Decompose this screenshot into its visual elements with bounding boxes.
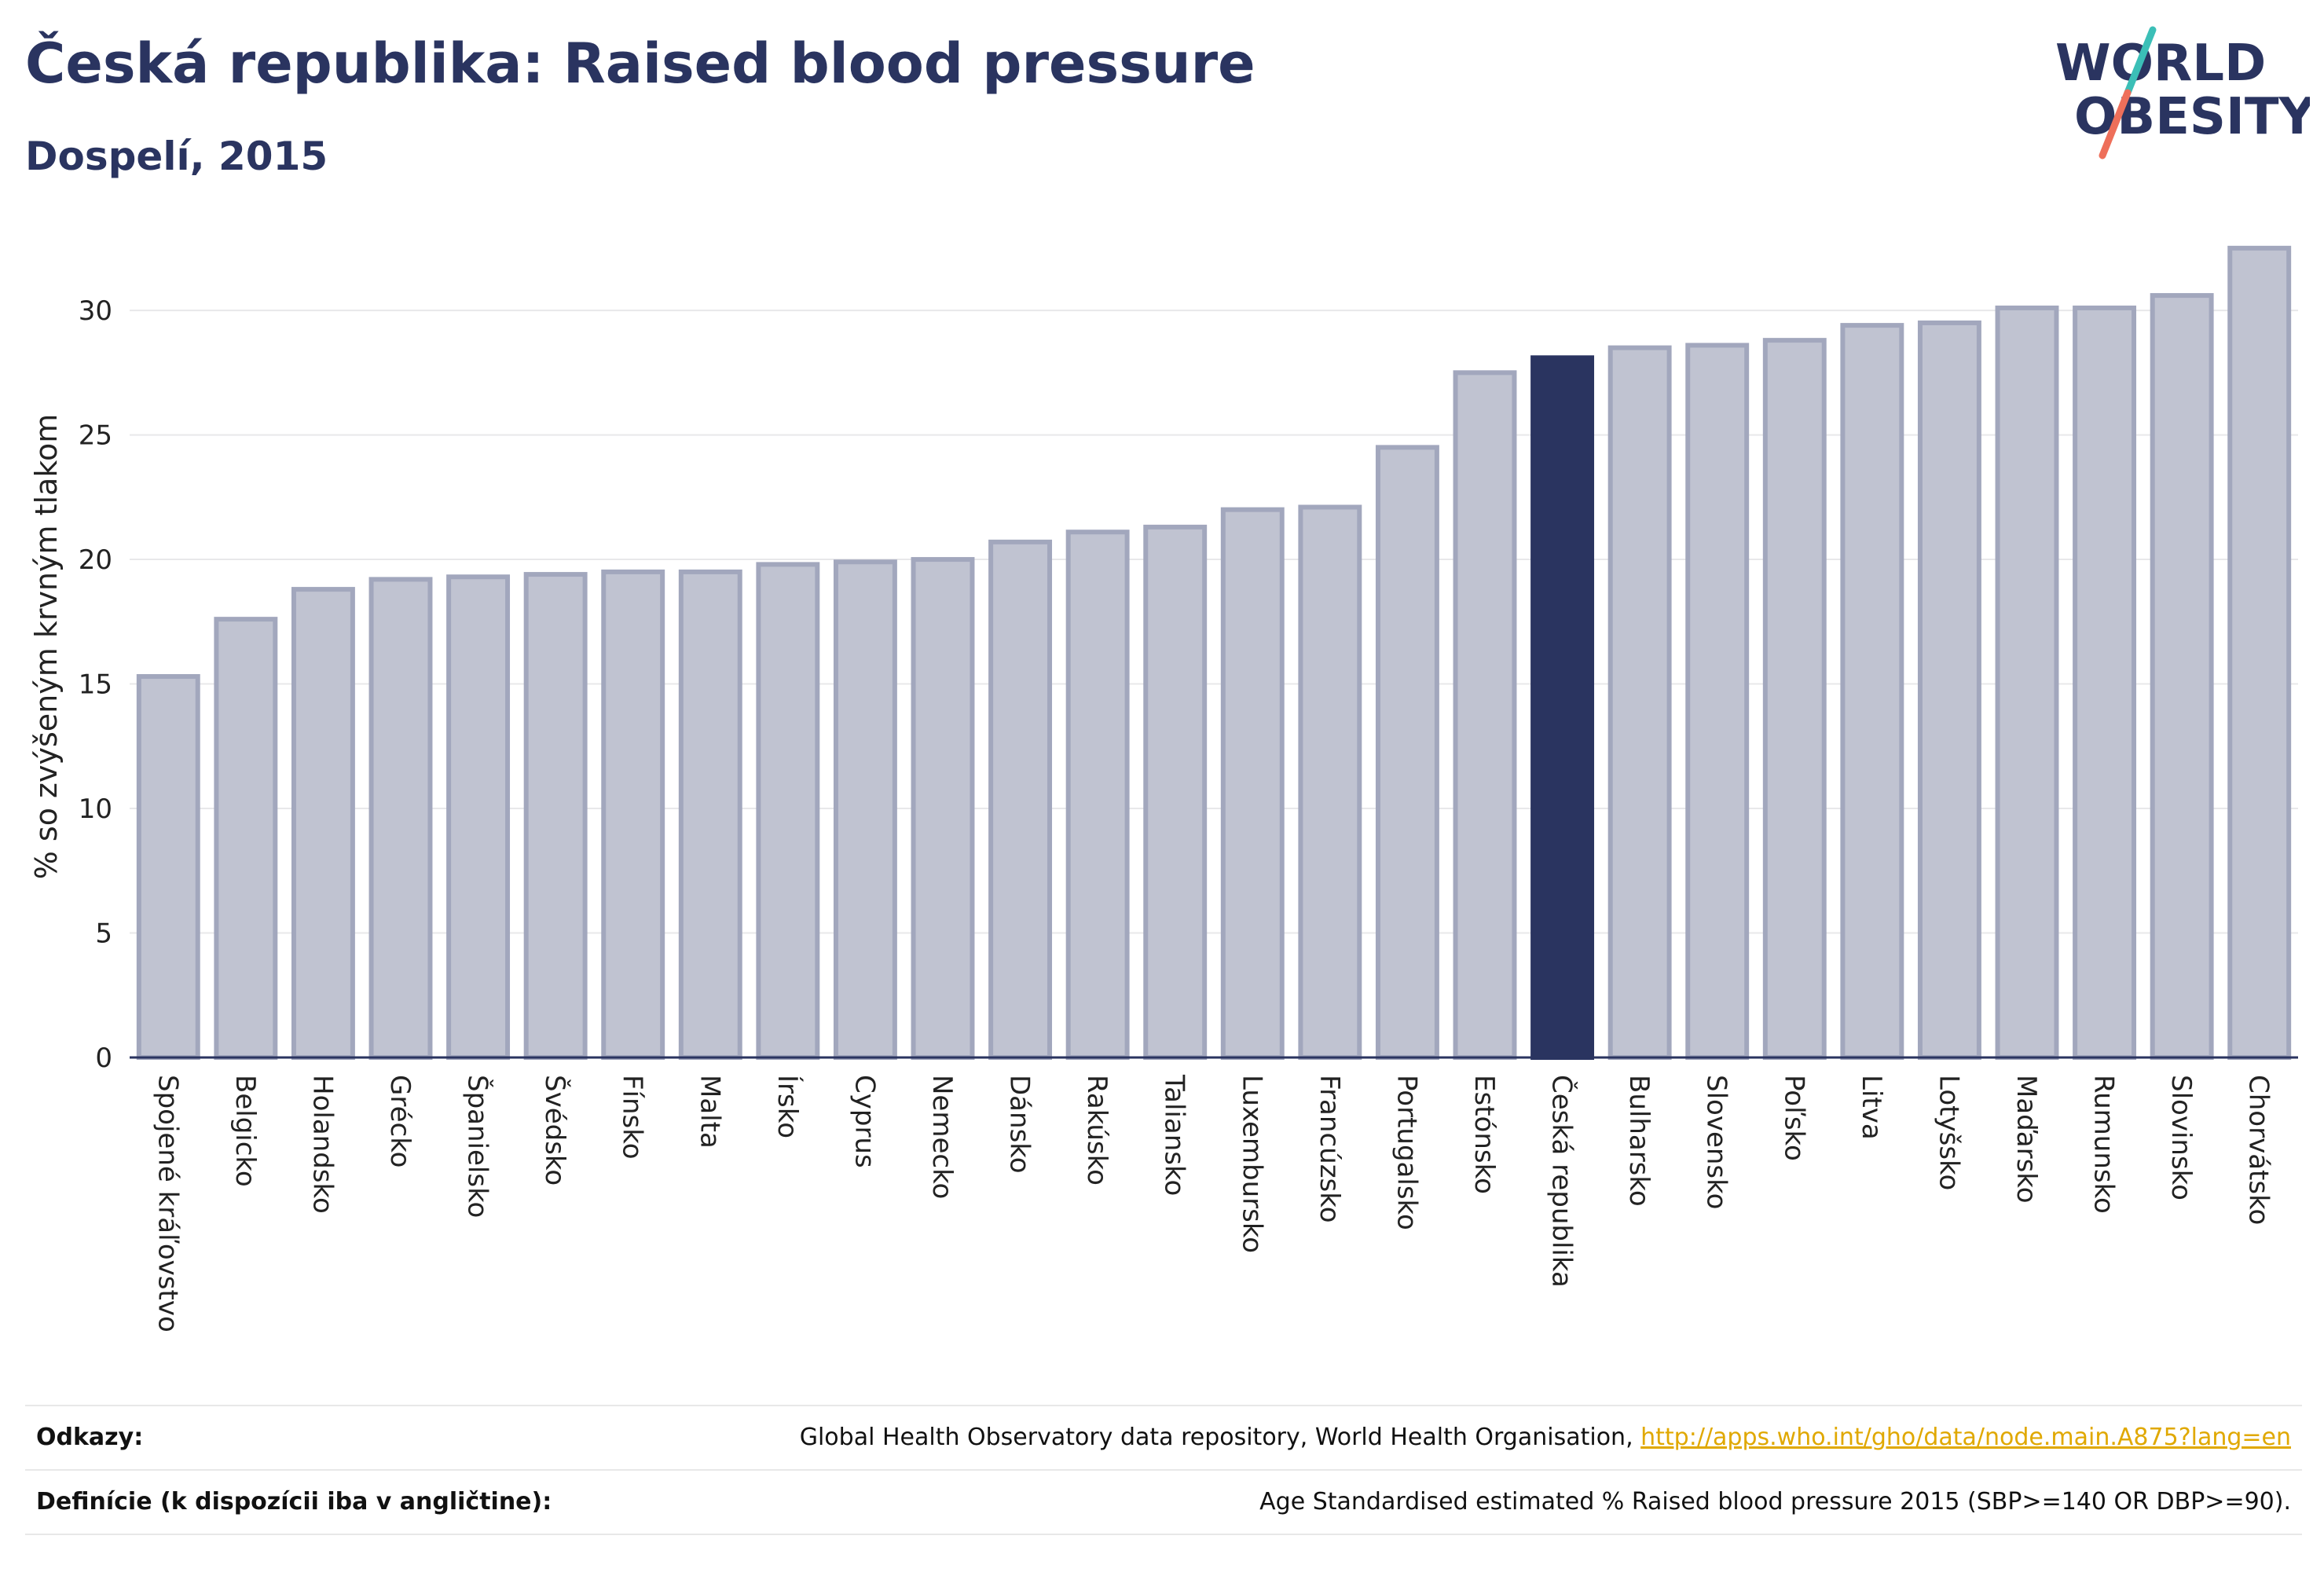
bar — [1685, 343, 1750, 1060]
x-tick-label: Chorvátsko — [2243, 1075, 2275, 1225]
bar — [214, 617, 278, 1060]
bar — [1453, 370, 1517, 1061]
x-tick-label: Slovinsko — [2165, 1075, 2197, 1200]
bar — [756, 562, 820, 1060]
x-tick-label: Maďarsko — [2011, 1075, 2042, 1204]
x-tick-label: Česká republika — [1546, 1075, 1578, 1288]
sources-label: Odkazy: — [36, 1424, 144, 1451]
y-axis-ticks: 0 5 10 15 20 25 30 — [79, 295, 112, 1074]
bar — [446, 574, 511, 1060]
bar — [368, 577, 433, 1060]
y-tick-label: 5 — [95, 918, 112, 950]
y-tick-label: 10 — [79, 793, 112, 825]
x-tick-label: Spojené kráľovstvo — [152, 1075, 183, 1332]
x-tick-label: Írsko — [772, 1075, 804, 1138]
x-tick-label: Holandsko — [306, 1075, 338, 1214]
x-axis-ticks: Spojené kráľovstvo Belgicko Holandsko Gréck… — [152, 1074, 2274, 1332]
bar — [523, 572, 588, 1060]
bars-layer — [136, 245, 2292, 1061]
bar — [1762, 338, 1827, 1060]
world-obesity-logo: WORLD OBESITY — [2055, 26, 2310, 159]
bar — [2227, 245, 2292, 1060]
y-tick-label: 15 — [79, 669, 112, 701]
x-tick-label: Malta — [694, 1075, 725, 1149]
x-tick-label: Poľsko — [1778, 1075, 1809, 1161]
chart-title: Česká republika: Raised blood pressure — [25, 31, 1255, 96]
bar — [2150, 293, 2214, 1060]
y-tick-label: 20 — [79, 544, 112, 576]
bar — [136, 674, 200, 1060]
x-tick-label: Fínsko — [617, 1075, 648, 1160]
bar — [291, 587, 355, 1060]
x-tick-label: Estónsko — [1468, 1075, 1500, 1194]
x-tick-label: Rakúsko — [1081, 1075, 1113, 1186]
definitions-label: Definície (k dispozícii iba v angličtine… — [36, 1488, 552, 1516]
x-tick-label: Lotyšsko — [1933, 1075, 1964, 1190]
x-tick-label: Rumunsko — [2088, 1075, 2120, 1214]
x-tick-label: Grécko — [384, 1075, 416, 1167]
bar — [1298, 504, 1362, 1060]
bar — [2073, 305, 2137, 1060]
definitions-row: Definície (k dispozícii iba v angličtine… — [25, 1469, 2302, 1535]
bar — [833, 559, 897, 1060]
x-tick-label: Belgicko — [229, 1075, 261, 1187]
y-tick-label: 30 — [79, 295, 112, 327]
bar-highlighted — [1530, 355, 1595, 1061]
y-tick-label: 0 — [95, 1043, 112, 1074]
sources-value: Global Health Observatory data repositor… — [800, 1424, 2291, 1451]
definitions-value: Age Standardised estimated % Raised bloo… — [1259, 1488, 2291, 1516]
x-tick-label: Francúzsko — [1314, 1075, 1345, 1223]
bar — [1375, 445, 1439, 1060]
sources-link[interactable]: http://apps.who.int/gho/data/node.main.A… — [1640, 1424, 2291, 1451]
bar — [988, 539, 1053, 1060]
x-tick-label: Litva — [1856, 1075, 1887, 1140]
chart-subtitle: Dospelí, 2015 — [25, 134, 328, 179]
bar — [911, 557, 975, 1060]
sources-text: Global Health Observatory data repositor… — [799, 1424, 1641, 1451]
x-tick-label: Cyprus — [849, 1075, 880, 1168]
y-axis-label: % so zvýšeným krvným tlakom — [29, 414, 64, 880]
logo-line1: WORLD — [2055, 35, 2266, 93]
x-tick-label: Taliansko — [1159, 1074, 1190, 1196]
sources-row: Odkazy: Global Health Observatory data r… — [25, 1405, 2302, 1469]
bar — [1840, 323, 1904, 1061]
x-tick-label: Slovensko — [1701, 1075, 1732, 1209]
bar — [601, 569, 665, 1060]
y-tick-label: 25 — [79, 420, 112, 452]
x-tick-label: Švédsko — [539, 1075, 571, 1186]
bar — [1143, 524, 1208, 1060]
x-tick-label: Portugalsko — [1391, 1075, 1422, 1230]
x-tick-label: Španielsko — [462, 1075, 494, 1218]
bar — [1065, 530, 1130, 1060]
x-tick-label: Bulharsko — [1623, 1075, 1655, 1207]
bar-chart: 0 5 10 15 20 25 30 Spojené kráľovstvo Belgicko H… — [29, 245, 2298, 1332]
bar — [1917, 320, 1981, 1060]
x-tick-label: Luxembursko — [1236, 1075, 1267, 1253]
x-tick-label: Dánsko — [1004, 1075, 1036, 1174]
x-tick-label: Nemecko — [926, 1075, 958, 1199]
bar — [678, 569, 742, 1060]
bar — [1995, 305, 2059, 1060]
bar — [1220, 507, 1285, 1060]
bar — [1607, 345, 1672, 1060]
